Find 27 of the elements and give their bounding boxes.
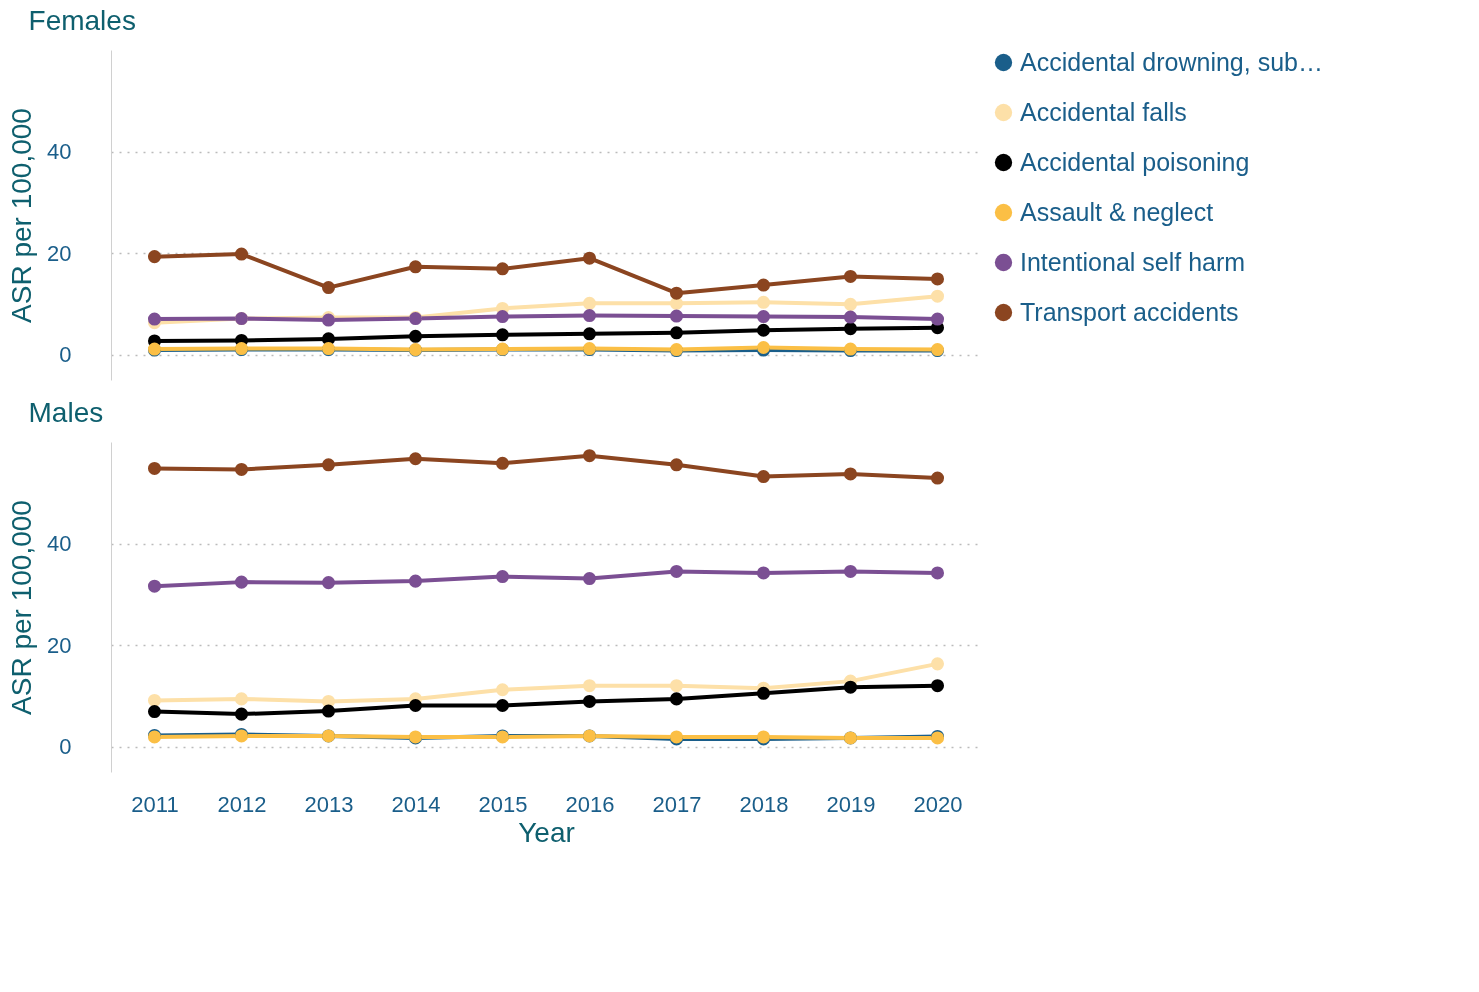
y-axis-title: ASR per 100,000 — [6, 108, 38, 323]
y-tick-label: 0 — [59, 734, 72, 760]
x-axis-title: Year — [518, 816, 575, 848]
x-tick-label: 2015 — [478, 791, 528, 817]
y-tick-label: 20 — [47, 632, 72, 658]
legend-label: Accidental drowning, sub… — [1020, 47, 1323, 76]
x-tick-label: 2013 — [304, 791, 354, 817]
x-tick-label: 2018 — [739, 791, 789, 817]
chart-title: Females — [28, 5, 136, 36]
x-tick-label: 2016 — [565, 791, 615, 817]
x-tick-label: 2019 — [826, 791, 876, 817]
legend-label: Accidental poisoning — [1020, 147, 1250, 176]
x-tick-label: 2017 — [652, 791, 702, 817]
chart-title: Males — [28, 397, 104, 428]
y-tick-label: 40 — [47, 139, 72, 165]
legend-label: Accidental falls — [1020, 97, 1187, 126]
x-tick-label: 2020 — [913, 791, 963, 817]
y-tick-label: 40 — [47, 531, 72, 557]
x-tick-label: 2014 — [391, 791, 441, 817]
legend-label: Intentional self harm — [1020, 247, 1246, 276]
legend-label: Transport accidents — [1020, 297, 1239, 326]
x-tick-label: 2011 — [131, 791, 179, 817]
legend-label: Assault & neglect — [1020, 197, 1214, 226]
y-axis-title: ASR per 100,000 — [6, 500, 38, 715]
y-tick-label: 20 — [47, 240, 72, 266]
x-tick-label: 2012 — [217, 791, 267, 817]
y-tick-label: 0 — [59, 342, 72, 368]
